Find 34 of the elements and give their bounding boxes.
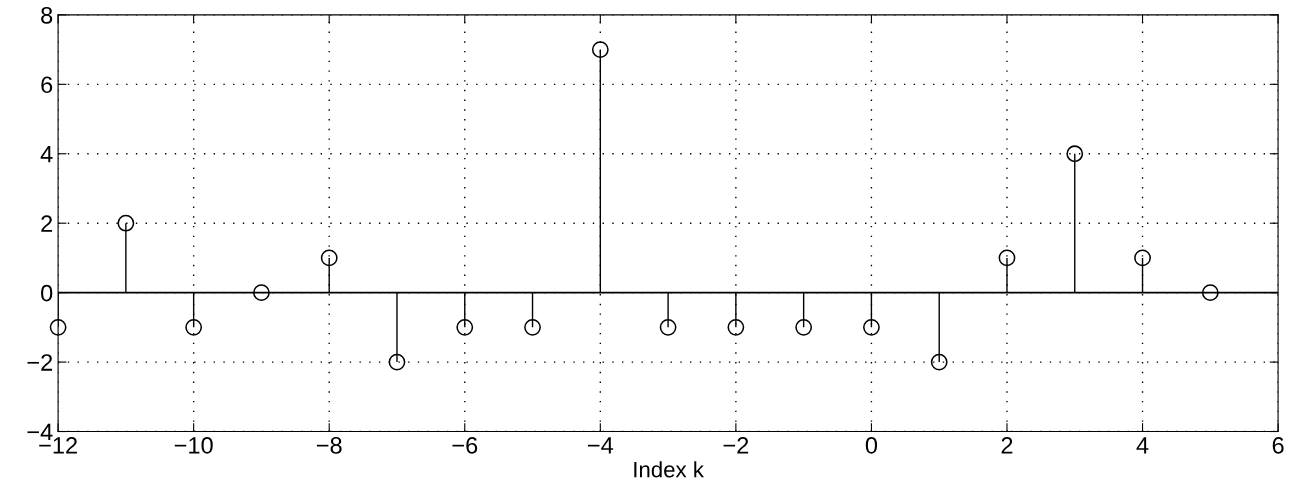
x-tick-label: 6 <box>1272 437 1284 454</box>
y-tick-label: 8 <box>41 6 53 24</box>
point <box>320 249 338 267</box>
point <box>863 318 880 336</box>
point <box>930 353 948 371</box>
y-tick-label: −2 <box>27 354 53 371</box>
point <box>117 214 135 232</box>
y-tick-label: 6 <box>41 76 53 94</box>
x-axis-title: Index k <box>634 461 704 478</box>
point <box>185 318 203 336</box>
y-tick-label: 0 <box>41 284 53 302</box>
y-tick-label: 4 <box>40 146 53 163</box>
x-tick-label: −8 <box>316 437 342 454</box>
x-tick-label: 2 <box>1001 437 1013 454</box>
point <box>727 318 745 336</box>
x-tick-label: −4 <box>588 437 614 454</box>
point <box>591 41 609 59</box>
point <box>49 318 67 336</box>
point <box>998 249 1016 267</box>
point <box>1201 284 1219 302</box>
point <box>1066 145 1084 163</box>
point <box>388 353 406 371</box>
point <box>1134 249 1151 267</box>
point <box>524 318 541 336</box>
point <box>456 318 474 336</box>
x-tick-label: 0 <box>865 437 878 454</box>
x-tick-label: −6 <box>452 437 478 454</box>
x-tick-label: −10 <box>174 437 213 454</box>
x-tick-label: −2 <box>723 437 749 454</box>
x-tick-label: 4 <box>1136 437 1149 454</box>
y-tick-label: 2 <box>41 215 53 232</box>
point <box>795 318 813 336</box>
point <box>659 318 677 336</box>
point <box>253 284 270 302</box>
